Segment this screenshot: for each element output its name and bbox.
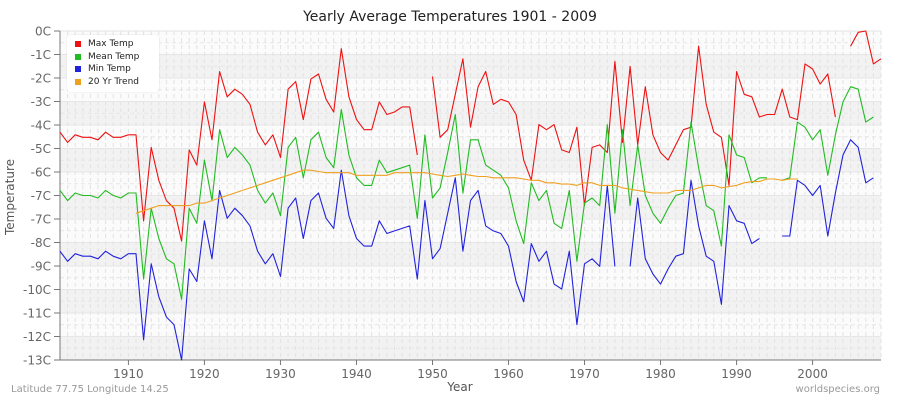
- svg-text:1950: 1950: [417, 367, 448, 381]
- svg-text:-12C: -12C: [23, 330, 51, 344]
- legend-label: Max Temp: [88, 39, 134, 50]
- svg-text:1940: 1940: [341, 367, 372, 381]
- svg-text:1960: 1960: [493, 367, 524, 381]
- svg-text:-3C: -3C: [31, 95, 51, 109]
- svg-text:1910: 1910: [113, 367, 144, 381]
- svg-text:-10C: -10C: [23, 283, 51, 297]
- svg-text:-2C: -2C: [31, 72, 51, 86]
- svg-text:-4C: -4C: [31, 119, 51, 133]
- chart-title: Yearly Average Temperatures 1901 - 2009: [303, 9, 597, 25]
- legend-swatch-trend-icon: [75, 78, 81, 85]
- svg-text:-13C: -13C: [23, 354, 51, 368]
- svg-text:1980: 1980: [645, 367, 676, 381]
- svg-text:-9C: -9C: [31, 260, 51, 274]
- legend-swatch-min-icon: [75, 66, 81, 73]
- svg-text:-8C: -8C: [31, 236, 51, 250]
- svg-text:1990: 1990: [721, 367, 752, 381]
- svg-text:-5C: -5C: [31, 142, 51, 156]
- legend: Max Temp Mean Temp Min Temp 20 Yr Trend: [67, 35, 159, 92]
- svg-text:0C: 0C: [35, 25, 51, 39]
- legend-label: Min Temp: [88, 64, 131, 75]
- legend-item-mean: Mean Temp: [71, 51, 155, 64]
- svg-text:-1C: -1C: [31, 48, 51, 62]
- x-axis-label: Year: [447, 380, 473, 394]
- legend-item-trend: 20 Yr Trend: [71, 76, 155, 89]
- svg-text:1930: 1930: [265, 367, 296, 381]
- location-caption: Latitude 77.75 Longitude 14.25: [11, 384, 169, 395]
- svg-text:2000: 2000: [797, 367, 828, 381]
- legend-swatch-max-icon: [75, 41, 81, 48]
- legend-item-min: Min Temp: [71, 63, 155, 76]
- svg-text:1920: 1920: [189, 367, 220, 381]
- legend-label: Mean Temp: [88, 51, 140, 62]
- y-axis-label: Temperature: [3, 159, 17, 236]
- svg-text:-7C: -7C: [31, 213, 51, 227]
- svg-text:-11C: -11C: [23, 307, 51, 321]
- legend-label: 20 Yr Trend: [88, 76, 140, 87]
- legend-swatch-mean-icon: [75, 53, 81, 60]
- source-credit: worldspecies.org: [795, 384, 880, 395]
- svg-text:-6C: -6C: [31, 166, 51, 180]
- svg-text:1970: 1970: [569, 367, 600, 381]
- legend-item-max: Max Temp: [71, 38, 155, 51]
- svg-text:-7C: -7C: [31, 189, 51, 203]
